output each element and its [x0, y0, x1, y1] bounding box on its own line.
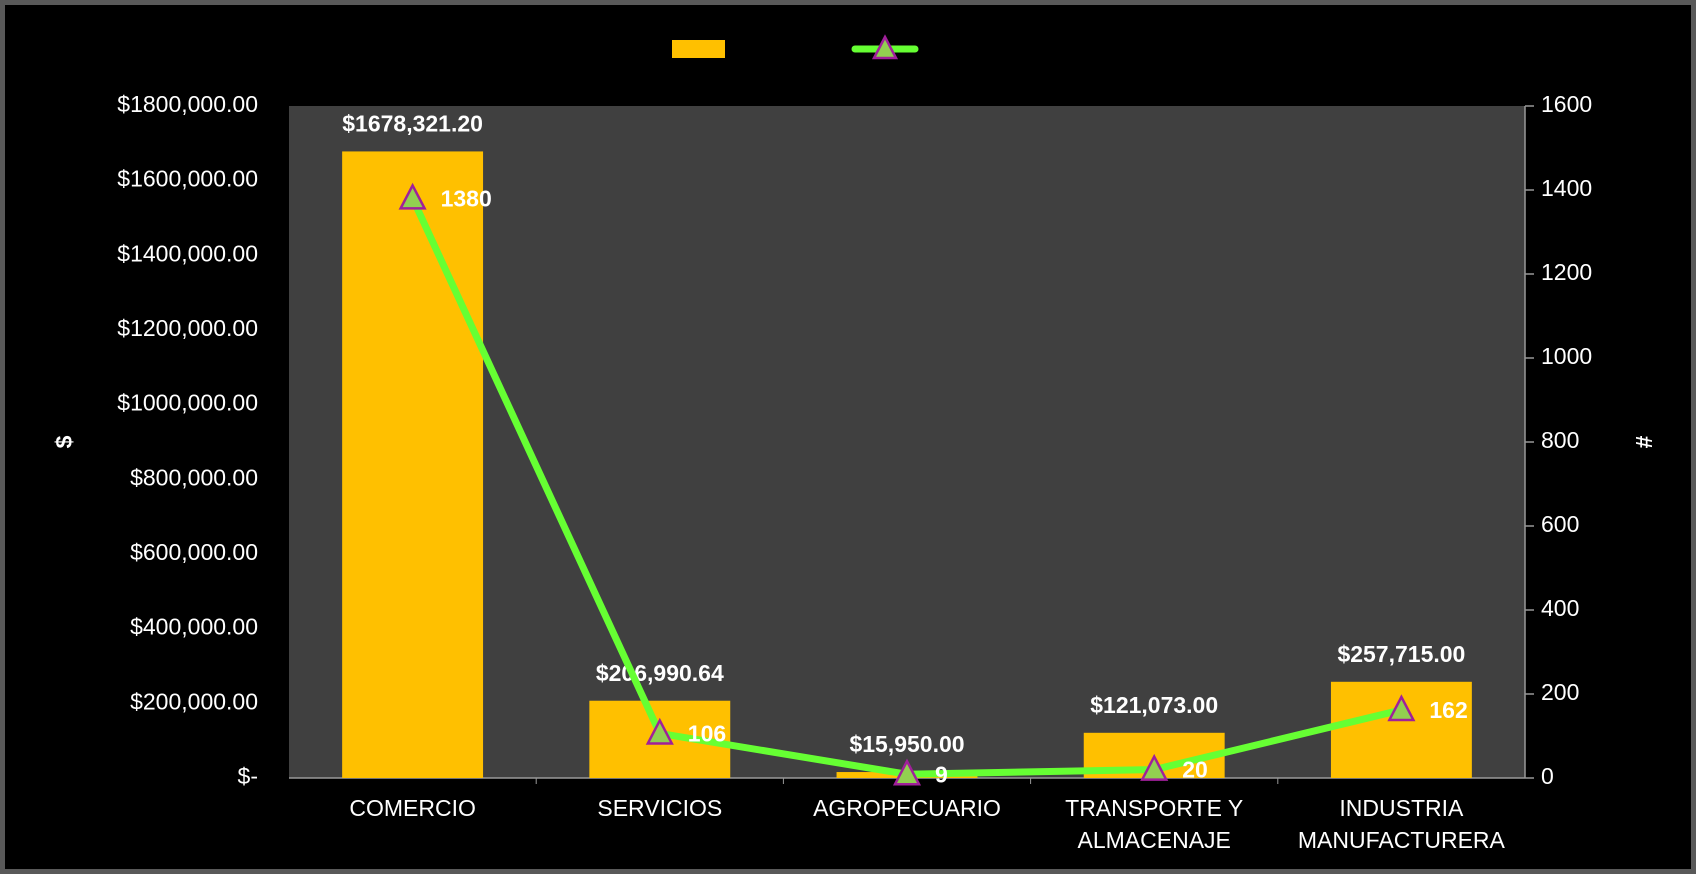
marker — [892, 758, 922, 786]
x-tick-label: SERVICIOS — [597, 795, 723, 821]
y-tick-label: $1200,000.00 — [117, 315, 258, 341]
data-label: $257,715.00 — [1337, 641, 1465, 667]
data-label: 1380 — [441, 185, 492, 211]
y2-tick-label: 0 — [1541, 763, 1554, 789]
data-label: $15,950.00 — [849, 731, 964, 757]
legend-marker — [871, 34, 899, 60]
y-axis-label: $ — [51, 435, 77, 448]
y-tick-label: $1400,000.00 — [117, 240, 258, 266]
y2-tick-label: 1000 — [1541, 343, 1592, 369]
y2-tick-label: 600 — [1541, 511, 1579, 537]
y-tick-label: $1800,000.00 — [117, 91, 258, 117]
marker — [1140, 753, 1169, 781]
y-tick-label: $600,000.00 — [130, 539, 258, 565]
y-tick-label: $1000,000.00 — [117, 390, 258, 416]
y2-tick-label: 1600 — [1541, 91, 1592, 117]
x-tick-label: COMERCIO — [349, 795, 476, 821]
x-tick-label: INDUSTRIA MANUFACTURERA — [1297, 795, 1505, 853]
y2-tick-label: 1200 — [1541, 259, 1592, 285]
data-label: $1678,321.20 — [342, 111, 483, 137]
marker — [645, 717, 674, 745]
marker — [1387, 694, 1416, 722]
y-tick-label: $800,000.00 — [130, 464, 258, 490]
data-label: 20 — [1182, 757, 1208, 783]
data-label: $121,073.00 — [1090, 692, 1218, 718]
y-tick-label: $200,000.00 — [130, 688, 258, 714]
data-label: 106 — [688, 721, 726, 747]
data-label: 162 — [1429, 697, 1467, 723]
y-tick-label: $- — [238, 763, 258, 789]
data-label: $206,990.64 — [596, 660, 724, 686]
y2-tick-label: 800 — [1541, 427, 1579, 453]
y2-tick-label: 200 — [1541, 679, 1579, 705]
y2-tick-label: 1400 — [1541, 175, 1592, 201]
y2-axis-label: # — [1631, 436, 1657, 449]
plot-area — [289, 106, 1525, 778]
legend-swatch — [672, 40, 725, 58]
x-tick-label: TRANSPORTE Y ALMACENAJE — [1065, 795, 1244, 853]
marker — [398, 182, 427, 210]
y2-tick-label: 400 — [1541, 595, 1579, 621]
y-tick-label: $1600,000.00 — [117, 166, 258, 192]
bar — [342, 151, 484, 778]
x-tick-label: AGROPECUARIO — [813, 795, 1001, 821]
data-label: 9 — [935, 761, 948, 787]
y-tick-label: $400,000.00 — [130, 614, 258, 640]
